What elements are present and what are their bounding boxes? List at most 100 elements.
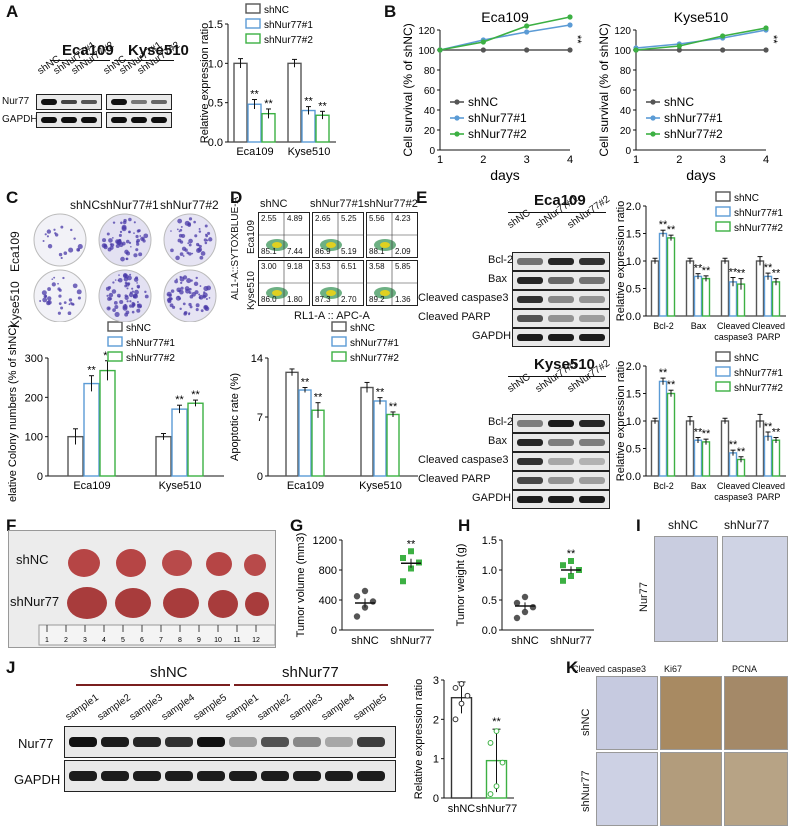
B-line-eca109-xtick-label-2: 3 [524, 154, 530, 166]
J-bar-cat-1: shNur77 [476, 803, 518, 815]
blot-e2-band-0 [512, 414, 610, 433]
blot-j-gapdh-band-4 [197, 771, 225, 781]
chart-j-expression: 0 1 2 3 Relative expression ratio shNC ** shNur… [413, 675, 518, 815]
colony-dot-4-40 [112, 281, 115, 284]
E-bar-kyse510-cat-3: Cleaved [752, 481, 785, 491]
colony-dot-1-17 [133, 253, 138, 258]
B-line-kyse510-ytick-label-3: 60 [620, 86, 632, 97]
H-scatter-point-1-4 [568, 558, 574, 564]
colony-dot-3-0 [51, 278, 54, 281]
B-line-eca109-point-0-3 [567, 47, 573, 53]
flow-quadrant-0-2: 85.1 [261, 247, 277, 256]
E-bar-eca109-bar-3-2 [771, 281, 781, 317]
C-bar-bar-0-2 [99, 369, 116, 477]
ruler-label-4: 5 [121, 637, 125, 644]
blot-a-cellline-2: Kyse510 [128, 42, 189, 59]
G-scatter-ylabel: Tumor volume (mm3) [295, 533, 307, 638]
colony-dot-1-44 [123, 218, 127, 223]
colony-dot-2-24 [196, 248, 201, 253]
C-bar-legend-label-1: shNur77#1 [126, 338, 175, 349]
B-line-eca109-point-2-2 [524, 23, 530, 29]
colony-dot-3-21 [53, 276, 56, 279]
A-bar-bar-0-1 [247, 103, 262, 143]
colony-dot-4-45 [118, 274, 120, 276]
E-bar-eca109-ytick-label-4: 2.0 [626, 201, 641, 213]
H-scatter-point-0-4 [521, 593, 529, 601]
ihc-k-col-3: PCNA [732, 664, 758, 674]
colony-dot-5-15 [195, 308, 199, 312]
colony-dot-2-25 [188, 217, 193, 221]
blot-e1-band-label-4: GAPDH [472, 330, 512, 342]
colony-dot-4-19 [122, 305, 128, 311]
J-bar-ytick-label-0: 0 [433, 793, 439, 805]
blot-e2-band-label-0: Bcl-2 [488, 416, 514, 428]
E-bar-eca109-bar-1-0 [685, 260, 695, 317]
colony-dot-4-39 [118, 295, 121, 298]
flow-plot-3: 3.00 9.18 86.0 1.80 [258, 260, 310, 306]
colony-dot-1-40 [128, 217, 132, 222]
blot-e1-band-1 [512, 271, 610, 290]
flow-plot-1: 2.65 5.25 86.9 5.19 [312, 212, 364, 258]
colony-dot-2-16 [199, 255, 204, 260]
E-bar-eca109-bar-2-0 [720, 260, 730, 317]
E-bar-eca109-bar-0-1 [658, 232, 668, 317]
colony-dot-1-24 [124, 249, 129, 255]
colony-dot-4-23 [118, 277, 123, 283]
colony-dot-5-33 [185, 288, 190, 294]
D-bar-bar-1-0 [360, 386, 374, 477]
C-bar-bar-0-1 [83, 382, 100, 477]
ihc-k-shnur77-caspase3 [596, 752, 658, 826]
colony-dot-3-18 [57, 282, 59, 285]
colony-dot-2-3 [187, 242, 190, 245]
colony-dot-5-37 [182, 302, 186, 306]
blot-e1-band-label-0: Bcl-2 [488, 254, 514, 266]
B-line-eca109-ylabel: Cell survival (% of shNC) [401, 23, 415, 156]
ihc-i-col-2: shNur77 [724, 518, 770, 532]
chart-h-tumor-weight: 0.0 0.5 1.0 1.5 Tumor weight (g) shNC shNur77 *… [455, 535, 594, 647]
blot-e-underline-1 [508, 212, 606, 213]
colony-dot-1-50 [139, 235, 142, 237]
A-bar-sig-0-2: ** [264, 98, 273, 110]
colony-dot-4-59 [129, 300, 132, 303]
blot-j-lane-6: sample2 [255, 692, 293, 723]
E-bar-kyse510-cat-0: Bcl-2 [653, 481, 674, 491]
blot-e2-band-1 [512, 433, 610, 452]
E-bar-kyse510-legend-swatch-2 [715, 381, 731, 392]
E-bar-kyse510-cat-3-1: PARP [757, 492, 781, 502]
E-bar-eca109-bar-2-1 [728, 281, 738, 317]
A-bar-sig-0-1: ** [250, 89, 259, 101]
colony-dot-0-16 [46, 229, 52, 234]
G-scatter-point-1-3 [400, 555, 406, 561]
colony-dot-3-1 [58, 302, 62, 306]
B-line-kyse510-legend-marker-2 [650, 131, 656, 137]
colony-dot-3-22 [76, 289, 82, 295]
colony-dot-0-8 [68, 247, 74, 253]
E-bar-kyse510-sig-2-2: ** [737, 446, 746, 458]
flow-quadrant-2-2: 88.1 [369, 247, 385, 256]
colony-dot-1-12 [136, 238, 141, 243]
flow-quadrant-5-0: 3.58 [369, 262, 385, 271]
colony-dot-5-59 [189, 294, 194, 299]
blot-j-lane-9: sample5 [351, 692, 389, 723]
E-bar-eca109-cat-2-1: caspase3 [714, 332, 753, 342]
colony-dot-3-24 [72, 283, 78, 289]
blot-a-kyse510-gapdh [106, 112, 172, 128]
B-line-eca109-legend-label-0: shNC [468, 95, 498, 109]
colony-dot-2-11 [204, 224, 208, 228]
E-bar-eca109-cat-3: Cleaved [752, 321, 785, 331]
E-bar-kyse510-sig-0-2: ** [667, 379, 676, 391]
colony-dot-4-61 [132, 293, 138, 299]
ihc-i-shnc [654, 536, 718, 642]
colony-dishes [33, 213, 217, 322]
colony-dot-2-28 [188, 243, 192, 247]
blot-j-gapdh-band-3 [165, 771, 193, 781]
blot-j-lane-5: sample1 [223, 692, 261, 723]
blot-j-nur77-band-1 [101, 737, 129, 747]
colony-dot-2-6 [191, 252, 194, 255]
H-scatter-cat-1: shNur77 [550, 635, 592, 647]
E-bar-eca109-bar-1-1 [693, 275, 703, 317]
blot-j-gapdh-band-5 [229, 771, 257, 781]
colony-dot-4-57 [136, 284, 141, 289]
colony-dot-1-36 [138, 252, 143, 257]
